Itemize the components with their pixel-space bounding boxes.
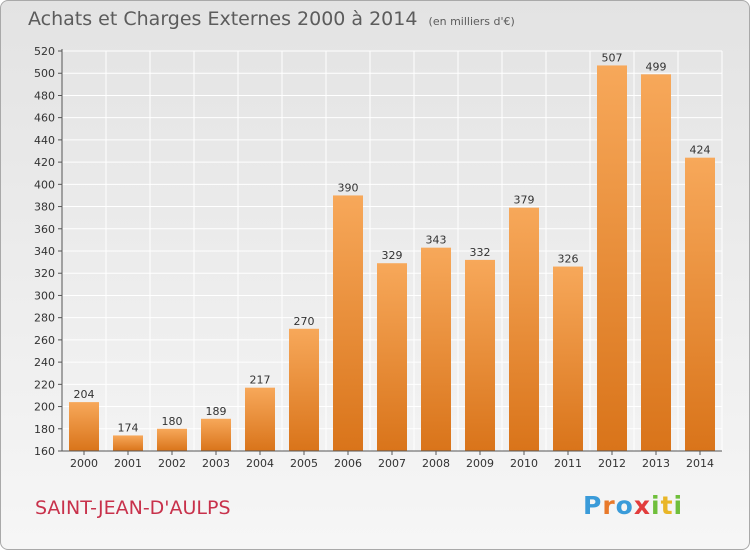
bar [157,428,187,451]
bar-value-label: 390 [338,181,359,194]
bar-value-label: 332 [470,246,491,259]
bar-value-label: 343 [426,234,447,247]
chart-title-text: Achats et Charges Externes 2000 à 2014 [28,8,418,30]
x-tick-label: 2003 [202,457,230,470]
y-tick-label: 320 [34,267,55,280]
bar [69,402,99,451]
chart-unit-note: (en milliers d'€) [428,15,515,28]
y-tick-label: 280 [34,312,55,325]
bar-value-label: 329 [382,249,403,262]
bar [333,195,363,451]
bar-value-label: 174 [118,421,139,434]
bar [509,207,539,451]
axes: 160 180 200 220 240 260 280 300 320 340 360 380 400 4… [34,45,722,470]
logo-letter: i [651,491,661,520]
bar [377,263,407,451]
bar-value-label: 326 [558,253,579,266]
bars: 204 174 180 189 217 270 390 329 343 332 379 326 507 4… [69,51,715,451]
logo-letter: o [615,491,634,520]
y-tick-label: 480 [34,89,55,102]
y-tick-label: 360 [34,223,55,236]
bar [597,65,627,451]
bar-value-label: 424 [690,144,711,157]
bar [113,435,143,451]
x-tick-label: 2010 [510,457,538,470]
bar-value-label: 204 [74,388,95,401]
x-tick-label: 2011 [554,457,582,470]
y-tick-label: 340 [34,245,55,258]
logo-letter: P [583,491,603,520]
y-tick-label: 160 [34,445,55,458]
logo-letter: t [660,491,674,520]
bar [245,387,275,451]
x-tick-label: 2004 [246,457,274,470]
x-tick-label: 2009 [466,457,494,470]
y-tick-label: 300 [34,289,55,302]
x-tick-label: 2014 [686,457,714,470]
bar-value-label: 189 [206,405,227,418]
y-tick-label: 200 [34,401,55,414]
logo-letter: x [633,491,651,520]
proxiti-logo: Proxiti [583,491,683,520]
bar [641,74,671,451]
x-tick-label: 2013 [642,457,670,470]
chart-title: Achats et Charges Externes 2000 à 2014 (… [28,8,515,30]
bar [465,259,495,451]
bar-value-label: 180 [162,415,183,428]
y-tick-label: 220 [34,378,55,391]
y-tick-label: 440 [34,134,55,147]
y-tick-label: 400 [34,178,55,191]
y-tick-label: 380 [34,201,55,214]
bar-value-label: 379 [514,194,535,207]
x-tick-label: 2012 [598,457,626,470]
y-tick-label: 460 [34,112,55,125]
bar-value-label: 217 [250,374,271,387]
x-tick-label: 2007 [378,457,406,470]
bar [553,266,583,451]
bar-value-label: 507 [602,51,623,64]
bar [289,328,319,451]
x-tick-label: 2006 [334,457,362,470]
x-tick-label: 2005 [290,457,318,470]
x-tick-label: 2002 [158,457,186,470]
bar [201,418,231,451]
y-tick-label: 240 [34,356,55,369]
x-tick-label: 2001 [114,457,142,470]
y-tick-label: 260 [34,334,55,347]
bar-value-label: 270 [294,315,315,328]
commune-name: SAINT-JEAN-D'AULPS [35,497,231,519]
x-tick-label: 2008 [422,457,450,470]
logo-letter: r [602,491,616,520]
y-tick-label: 520 [34,45,55,58]
logo-letter: i [673,491,684,520]
y-tick-label: 500 [34,67,55,80]
x-tick-label: 2000 [70,457,98,470]
bar-value-label: 499 [646,60,667,73]
y-tick-label: 420 [34,156,55,169]
bar [685,157,715,451]
y-tick-label: 180 [34,423,55,436]
bar [421,247,451,451]
